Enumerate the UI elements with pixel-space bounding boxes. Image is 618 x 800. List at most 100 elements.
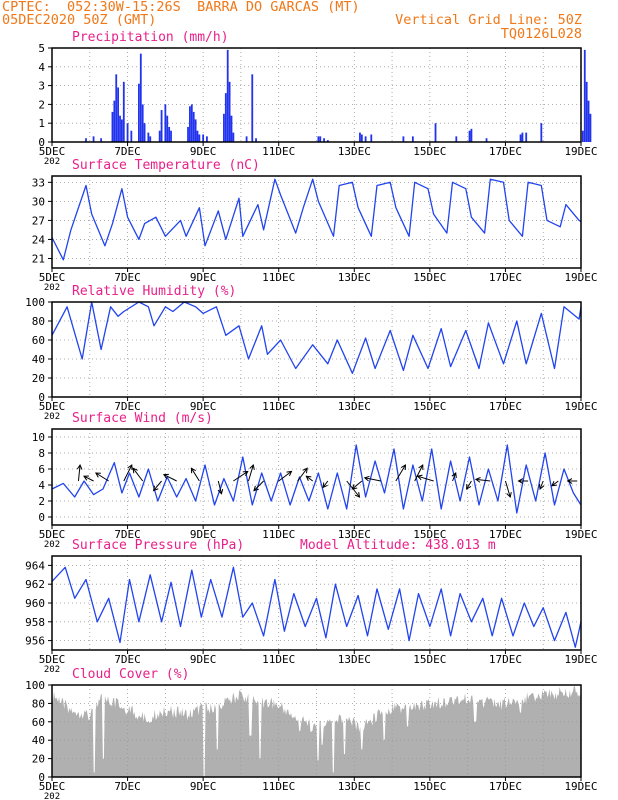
wind-arrow	[297, 467, 308, 482]
y-tick-label: 33	[32, 176, 45, 189]
y-tick-label: 27	[32, 214, 45, 227]
cloud-area	[52, 686, 581, 777]
wind-arrow	[83, 475, 94, 482]
precip-bar	[223, 113, 225, 142]
wind-arrow	[395, 464, 406, 482]
x-tick-label: 15DEC	[413, 145, 446, 158]
x-tick-label: 17DEC	[489, 528, 522, 541]
x-tick-label: 7DEC	[114, 400, 141, 413]
panel-rh: Relative Humidity (%) 0 20 40 60 80 100 5DEC 7DE…	[25, 284, 597, 422]
wind-arrow-head	[538, 483, 545, 490]
wind-arrow-head	[253, 485, 259, 492]
x-tick-label: 19DEC	[564, 528, 597, 541]
wind-arrow	[475, 478, 491, 482]
temp-series-line	[51, 178, 582, 261]
wind-arrow-head	[351, 484, 358, 490]
precip-bar	[166, 115, 169, 142]
x-sub-label: 202	[44, 792, 60, 800]
precip-bar	[228, 81, 231, 142]
precip-bar	[519, 134, 522, 142]
y-tick-label: 1	[38, 117, 45, 130]
y-tick-label: 40	[32, 353, 45, 366]
wind-arrow-head	[551, 481, 557, 487]
panel-title: Relative Humidity (%)	[72, 284, 236, 299]
wind-arrow	[217, 480, 222, 494]
wind-arrow-head	[83, 475, 89, 481]
x-sub-label: 202	[44, 540, 60, 550]
panel-title: Surface Wind (m/s)	[72, 411, 213, 426]
precip-bar	[158, 130, 161, 142]
wind-arrow	[539, 480, 544, 490]
x-tick-label: 9DEC	[190, 145, 217, 158]
x-tick-label: 9DEC	[190, 780, 217, 793]
wind-arrow-head	[94, 472, 101, 478]
precip-bar	[323, 138, 325, 142]
x-tick-label: 13DEC	[338, 780, 371, 793]
x-sub-label: 202	[44, 665, 60, 675]
wind-series-line	[51, 444, 582, 514]
wind-arrow	[95, 472, 109, 482]
precip-bar	[540, 123, 543, 142]
wind-arrow	[132, 467, 144, 482]
y-tick-label: 60	[32, 334, 45, 347]
x-tick-label: 15DEC	[413, 271, 446, 284]
y-tick-label: 958	[25, 616, 45, 629]
wind-arrow-head	[517, 478, 524, 484]
panel-pres: Surface Pressure (hPa) Model Altitude: 43…	[25, 538, 597, 675]
wind-arrow	[253, 480, 264, 491]
y-tick-label: 4	[38, 479, 45, 492]
precip-bar	[170, 130, 172, 142]
wind-arrow-head	[286, 470, 293, 477]
precip-bar	[485, 138, 488, 142]
wind-arrow	[417, 475, 434, 482]
wind-arrow-head	[302, 467, 308, 474]
wind-arrow-head	[162, 473, 169, 479]
x-tick-label: 9DEC	[190, 653, 217, 666]
x-sub-label: 202	[44, 157, 60, 167]
panel-frame	[51, 175, 582, 269]
wind-arrow-head	[400, 464, 406, 471]
y-tick-label: 40	[32, 734, 45, 747]
precip-bar	[587, 100, 590, 142]
wind-arrow-head	[242, 470, 249, 477]
precip-bar	[326, 140, 329, 142]
precip-bar	[189, 106, 191, 142]
y-tick-label: 80	[32, 697, 45, 710]
wind-arrow-head	[354, 491, 361, 498]
x-sub-label: 202	[44, 412, 60, 422]
wind-arrow	[123, 464, 133, 482]
wind-arrow-head	[451, 472, 457, 479]
x-tick-label: 19DEC	[564, 653, 597, 666]
x-tick-label: 5DEC	[39, 271, 66, 284]
precip-bar	[147, 132, 150, 142]
precip-bar	[589, 113, 592, 142]
precip-bar	[100, 138, 103, 142]
x-tick-label: 15DEC	[413, 528, 446, 541]
precip-bar	[359, 132, 361, 142]
wind-arrow	[351, 480, 363, 490]
wind-arrow-head	[566, 478, 573, 484]
y-tick-label: 80	[32, 315, 45, 328]
y-tick-label: 0	[38, 511, 45, 524]
precip-bar	[360, 134, 363, 142]
x-tick-label: 13DEC	[338, 653, 371, 666]
x-tick-label: 5DEC	[39, 400, 66, 413]
precip-bar	[111, 111, 114, 142]
y-tick-label: 964	[25, 559, 45, 572]
precip-bar	[470, 128, 473, 142]
x-tick-label: 19DEC	[564, 271, 597, 284]
precip-bar	[113, 100, 116, 142]
precip-bar	[232, 132, 235, 142]
precip-bar	[317, 136, 320, 142]
precip-bar	[138, 83, 140, 142]
x-tick-label: 17DEC	[489, 780, 522, 793]
y-tick-label: 5	[38, 42, 45, 55]
x-tick-label: 5DEC	[39, 145, 66, 158]
precip-bar	[119, 115, 121, 142]
panel-frame	[51, 684, 582, 778]
panel-frame	[51, 428, 582, 526]
y-tick-label: 2	[38, 98, 45, 111]
x-tick-label: 11DEC	[262, 780, 295, 793]
wind-arrow	[77, 464, 81, 482]
